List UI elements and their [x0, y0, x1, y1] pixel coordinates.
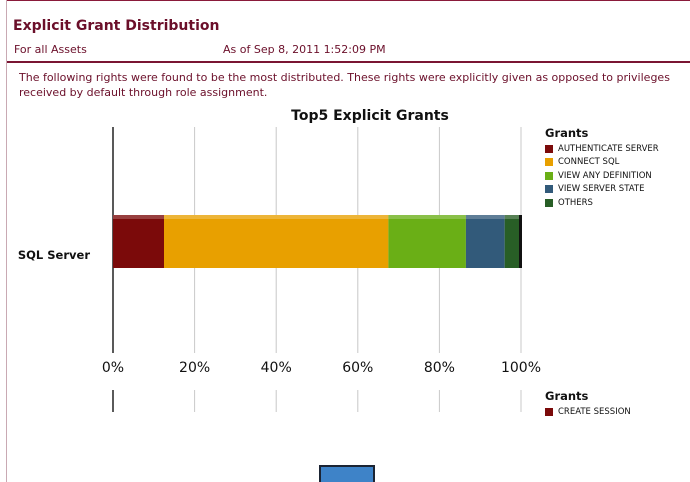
report-description: The following rights were found to be th…	[19, 70, 687, 102]
bar-segment-highlight	[465, 215, 505, 219]
legend-item: CREATE SESSION	[545, 405, 631, 419]
legend-swatch	[545, 198, 553, 207]
chart-bars	[113, 215, 522, 268]
chart-title: Top5 Explicit Grants	[291, 108, 449, 124]
second-chart-legend: Grants CREATE SESSION	[545, 389, 631, 419]
category-label-sql-server: SQL Server	[18, 248, 90, 262]
x-tick-label: 100%	[501, 360, 541, 376]
chart-legend: Grants AUTHENTICATE SERVER CONNECT SQL VIE…	[545, 126, 659, 210]
description-line-1: The following rights were found to be th…	[19, 71, 670, 84]
x-tick-label: 40%	[261, 360, 292, 376]
x-tick-label: 20%	[179, 360, 210, 376]
x-axis-ticks: 0% 20% 40% 60% 80% 100%	[102, 360, 541, 376]
legend-swatch	[545, 171, 553, 180]
legend-items: AUTHENTICATE SERVER CONNECT SQL VIEW ANY D…	[545, 142, 659, 210]
blue-block	[319, 465, 375, 482]
header-divider	[7, 61, 690, 63]
legend-item: VIEW SERVER STATE	[545, 183, 659, 197]
bar-segment	[504, 215, 521, 268]
legend-title: Grants	[545, 126, 589, 140]
legend-label: VIEW SERVER STATE	[558, 184, 645, 195]
bar-segment	[113, 215, 164, 268]
second-legend-title: Grants	[545, 389, 589, 403]
legend-swatch	[545, 158, 553, 167]
bar-segment	[164, 215, 389, 268]
left-frame-border	[6, 0, 7, 482]
legend-label: CONNECT SQL	[558, 157, 620, 168]
second-chart-grid	[112, 390, 522, 412]
second-legend-items: CREATE SESSION	[545, 405, 631, 419]
bar-segment	[388, 215, 466, 268]
legend-swatch	[545, 185, 553, 194]
bar-segment-highlight	[164, 215, 389, 219]
description-line-2: received by default through role assignm…	[19, 86, 268, 99]
x-tick-label: 80%	[424, 360, 455, 376]
bar-end-edge	[519, 215, 522, 268]
bar-segment-highlight	[388, 215, 466, 219]
report-timestamp: As of Sep 8, 2011 1:52:09 PM	[223, 43, 386, 56]
report-header	[7, 0, 690, 63]
report-scope: For all Assets	[14, 43, 87, 56]
legend-item: OTHERS	[545, 196, 659, 210]
report-title: Explicit Grant Distribution	[13, 18, 220, 34]
bar-segment-highlight	[504, 215, 521, 219]
legend-swatch	[545, 144, 553, 153]
legend-label: OTHERS	[558, 197, 593, 208]
legend-label: CREATE SESSION	[558, 406, 631, 417]
legend-label: VIEW ANY DEFINITION	[558, 170, 652, 181]
x-tick-label: 0%	[102, 360, 124, 376]
legend-label: AUTHENTICATE SERVER	[558, 143, 659, 154]
bar-segment-highlight	[113, 215, 164, 219]
legend-swatch	[545, 407, 553, 416]
bar-segment	[465, 215, 505, 268]
legend-item: CONNECT SQL	[545, 156, 659, 170]
x-tick-label: 60%	[342, 360, 373, 376]
legend-item: VIEW ANY DEFINITION	[545, 169, 659, 183]
legend-item: AUTHENTICATE SERVER	[545, 142, 659, 156]
